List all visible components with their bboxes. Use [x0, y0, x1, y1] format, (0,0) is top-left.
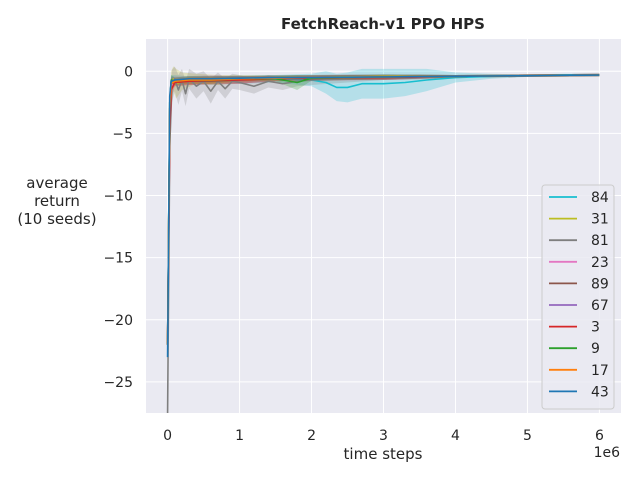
x-axis-ticks: 0 1 2 3 4 5 6: [163, 428, 604, 444]
legend-label-17: 17: [591, 363, 609, 379]
x-tick-label: 5: [523, 428, 532, 444]
chart-title: FetchReach-v1 PPO HPS: [281, 15, 485, 33]
series-line-81: [166, 74, 600, 414]
y-tick-label: −5: [112, 126, 133, 142]
y-axis-label-line-2: return: [34, 192, 80, 210]
x-tick-label: 1: [235, 428, 244, 444]
y-axis-label-line-1: average: [26, 174, 87, 192]
y-axis-ticks: 0 −5 −10 −15 −20 −25: [103, 64, 133, 391]
legend: 84 31 81 23 89 67 3 9 17 43: [541, 184, 615, 410]
x-tick-label: 4: [451, 428, 460, 444]
legend-label-23: 23: [591, 255, 609, 271]
confidence-bands: [167, 66, 600, 414]
y-tick-label: −20: [103, 313, 133, 329]
y-axis-label: average return (10 seeds): [17, 174, 96, 228]
legend-label-3: 3: [591, 320, 600, 336]
y-axis-label-line-3: (10 seeds): [17, 210, 96, 228]
legend-label-67: 67: [591, 298, 609, 314]
legend-label-89: 89: [591, 276, 609, 292]
legend-label-31: 31: [591, 212, 609, 228]
legend-label-84: 84: [591, 190, 609, 206]
series-line-43: [166, 74, 600, 358]
y-tick-label: −25: [103, 375, 133, 391]
legend-label-9: 9: [591, 341, 600, 357]
x-tick-label: 2: [307, 428, 316, 444]
x-axis-scale-label: 1e6: [594, 445, 621, 461]
y-tick-label: −10: [103, 189, 133, 205]
y-tick-label: −15: [103, 251, 133, 267]
legend-label-81: 81: [591, 233, 609, 249]
series-band-81: [167, 66, 600, 414]
x-tick-label: 6: [595, 428, 604, 444]
legend-label-43: 43: [591, 384, 609, 400]
x-tick-label: 3: [379, 428, 388, 444]
x-axis-label: time steps: [344, 445, 423, 463]
series-lines: [166, 74, 600, 414]
x-tick-label: 0: [163, 428, 172, 444]
y-tick-label: 0: [124, 64, 133, 80]
